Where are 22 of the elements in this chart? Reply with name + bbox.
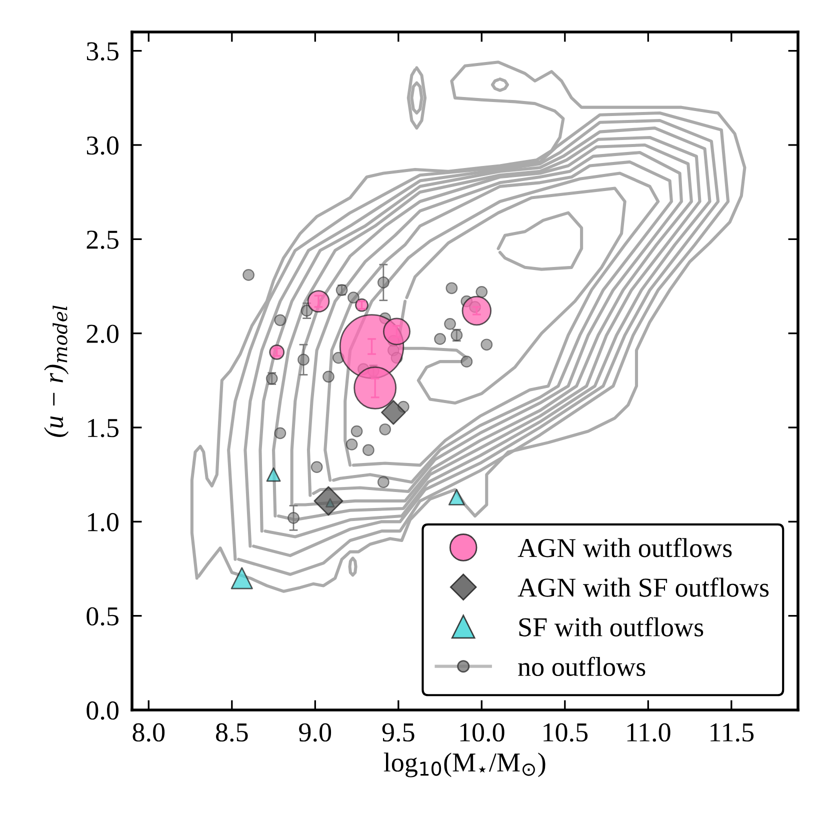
x-tick-label: 10.0 [460, 723, 504, 742]
y-tick-label: 3.0 [86, 136, 118, 155]
y-tick-label: 1.5 [88, 419, 118, 438]
legend-label: no outflows [518, 656, 646, 676]
y-tick-label: 1.0 [88, 513, 118, 532]
y-tick-label: 2.5 [86, 230, 118, 249]
x-tick-label: 9.0 [299, 723, 332, 742]
y-tick-label: 0.5 [86, 607, 118, 626]
y-tick-label: 2.0 [86, 324, 118, 344]
legend-label: AGN with SF outflows [518, 577, 769, 597]
x-tick-label: 11.0 [627, 723, 670, 742]
legend-label: AGN with outflows [518, 538, 732, 558]
y-tick-label: 3.5 [86, 42, 118, 61]
x-tick-label: 8.0 [132, 723, 165, 742]
y-tick-label: 0.0 [86, 701, 118, 720]
x-tick-label: 10.5 [544, 723, 588, 742]
x-tick-label: 9.5 [382, 723, 414, 742]
x-tick-label: 8.5 [216, 723, 248, 742]
x-tick-label: 11.5 [710, 723, 754, 742]
x-axis-title: log$_{10}$(M$_{⋆}$/M$_{⊙}$) [384, 752, 546, 778]
legend-label: SF with outflows [519, 617, 704, 636]
y-axis-title: (u − r)$_{model}$ [44, 306, 69, 437]
